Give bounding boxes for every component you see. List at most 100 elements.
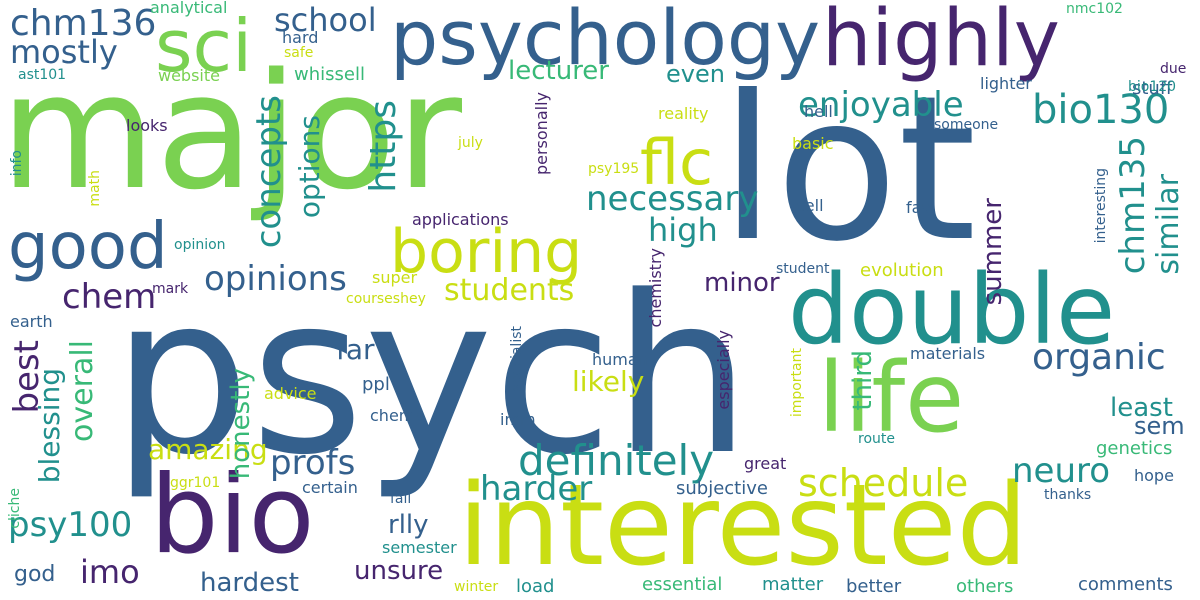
word-highly: highly [822, 0, 1060, 84]
word-route: route [858, 431, 895, 447]
word-human: human [592, 350, 648, 369]
word-hard: hard [282, 28, 319, 47]
word-cliche: cliche [7, 488, 23, 529]
word-student: student [776, 261, 830, 277]
word-website: website [158, 66, 220, 85]
word-summer: summer [978, 198, 1008, 306]
word-load: load [516, 576, 555, 597]
word-neuro: neuro [1012, 451, 1111, 491]
word-others: others [956, 576, 1014, 597]
word-someone: someone [934, 117, 999, 133]
word-definitely: definitely [518, 436, 715, 485]
word-ppl: ppl [362, 374, 390, 395]
word-minor: minor [704, 268, 780, 298]
word-mark: mark [152, 281, 189, 297]
word-lecturer: lecturer [508, 56, 609, 86]
word-interesting: interesting [1093, 168, 1109, 244]
word-safe: safe [284, 45, 314, 61]
word-likely: likely [572, 365, 645, 398]
word-winter: winter [454, 579, 499, 595]
word-essential: essential [642, 574, 723, 595]
word-psychology: psychology [390, 0, 821, 82]
word-important: important [789, 348, 805, 418]
word-amazing: amazing [148, 433, 268, 466]
word-necessary: necessary [586, 179, 759, 219]
word-better: better [846, 576, 902, 597]
word-cell: cell [796, 196, 824, 215]
word-info: info [9, 150, 25, 177]
word-reality: reality [658, 104, 709, 123]
word-earth: earth [10, 312, 53, 331]
word-psy195: psy195 [588, 161, 640, 177]
word-blessing: blessing [33, 368, 66, 484]
word-overall: overall [65, 340, 100, 442]
word-bio120: bio120 [1128, 79, 1177, 95]
word-boring: boring [390, 217, 583, 287]
word-comments: comments [1078, 574, 1173, 595]
word-chems: chems [370, 406, 423, 425]
word-opinions: opinions [204, 259, 347, 299]
word-july: july [458, 135, 483, 151]
word-especially: especially [714, 330, 733, 410]
word-mostly: mostly [10, 33, 118, 71]
word-great: great [744, 454, 787, 473]
word-third: third [848, 350, 878, 411]
word-harder: harder [480, 469, 593, 509]
word-enjoyable: enjoyable [798, 85, 964, 125]
word-chm136: chm136 [10, 3, 157, 44]
word-fav: fav [906, 198, 931, 217]
word-least: least [1110, 393, 1173, 423]
word-super: super [372, 268, 418, 287]
word-advice: advice [264, 384, 317, 403]
word-chem: chem [62, 277, 157, 317]
word-profs: profs [270, 443, 356, 483]
word-unsure: unsure [354, 556, 444, 586]
word-concepts: concepts [249, 95, 289, 249]
word-lot: lot [720, 53, 977, 286]
word-chemistry: chemistry [646, 248, 665, 328]
word-sem: sem [1134, 412, 1185, 440]
word-chm135: chm135 [1113, 136, 1153, 275]
word-opinion: opinion [174, 237, 226, 253]
word-interested: interested [458, 461, 1028, 591]
word-ast101: ast101 [18, 67, 67, 83]
word-life: life [818, 342, 965, 454]
word-certain: certain [302, 478, 358, 497]
word-imo: imo [80, 553, 140, 591]
word-options: options [293, 115, 326, 219]
word-bio130: bio130 [1032, 87, 1170, 133]
word-applications: applications [412, 210, 509, 229]
word-hope: hope [1134, 466, 1174, 485]
word-schedule: schedule [798, 461, 969, 505]
word-looks: looks [126, 116, 168, 135]
word-thanks: thanks [1044, 487, 1092, 503]
word-stuff: stuff [1132, 78, 1173, 99]
word-rlly: rlly [388, 510, 429, 540]
word-materials: materials [910, 344, 986, 363]
word-whissell: whissell [294, 64, 365, 85]
word-subjective: subjective [676, 478, 768, 499]
word-double: double [788, 254, 1116, 366]
word-genetics: genetics [1096, 438, 1173, 459]
word-lighter: lighter [980, 74, 1032, 93]
word-honestly: honestly [226, 368, 256, 480]
word-specialist: specialist [509, 326, 525, 392]
word-flc: flc [640, 126, 714, 199]
word-matter: matter [762, 574, 824, 595]
word-even: even [666, 60, 725, 88]
word-fall: fall [390, 491, 412, 507]
word-school: school [274, 1, 377, 39]
word-https: https [363, 100, 404, 193]
word-analytical: analytical [150, 0, 228, 17]
word-far: far [336, 333, 375, 366]
word-courseshey: courseshey [346, 291, 426, 307]
word-god: god [14, 562, 56, 587]
word-good: good [8, 210, 168, 284]
word-evolution: evolution [860, 260, 944, 281]
word-similar: similar [1151, 174, 1186, 275]
word-high: high [648, 211, 718, 249]
word-basic: basic [792, 134, 834, 153]
word-due: due [1160, 61, 1187, 77]
word-imm: imm [500, 410, 536, 429]
